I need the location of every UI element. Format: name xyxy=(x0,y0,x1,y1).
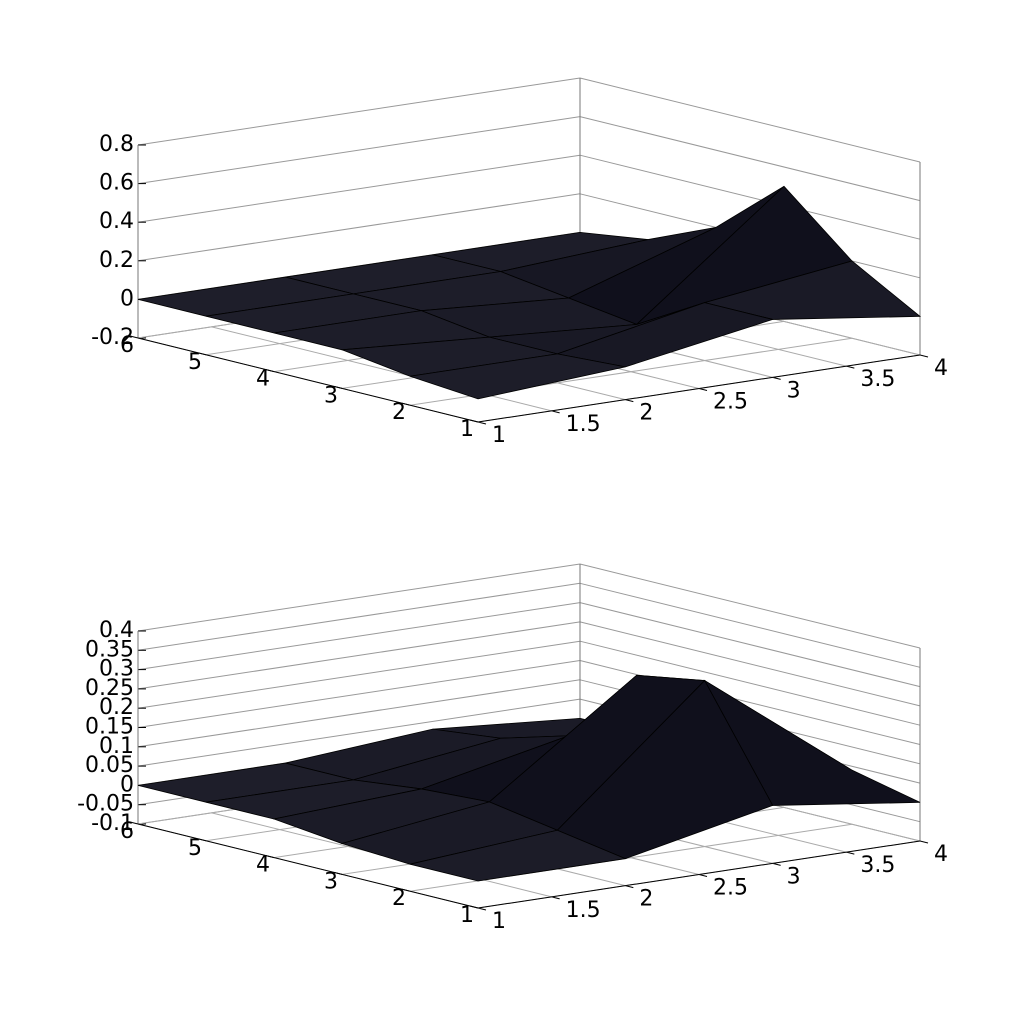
tick-mark xyxy=(698,874,708,877)
grid-line xyxy=(137,582,581,651)
z-tick-label: 0.2 xyxy=(99,695,134,720)
y-tick-label: 5 xyxy=(188,350,202,375)
x-tick-label: 2.5 xyxy=(713,390,748,415)
grid-line xyxy=(137,77,581,146)
grid-line xyxy=(579,582,921,668)
grid-line xyxy=(137,660,581,728)
tick-mark xyxy=(129,821,139,825)
y-tick-label: 2 xyxy=(392,400,406,425)
grid-line xyxy=(579,640,921,726)
x-tick-label: 1 xyxy=(492,423,506,448)
surface-patch xyxy=(409,829,627,882)
surface-patch xyxy=(409,353,626,400)
z-tick-label: 0.4 xyxy=(99,209,134,234)
grid-line xyxy=(579,621,921,707)
z-tick-label: 0.1 xyxy=(99,734,134,759)
grid-line xyxy=(137,116,581,185)
x-tick-label: 1 xyxy=(492,909,506,934)
grid-line xyxy=(579,77,921,163)
x-tick-label: 2.5 xyxy=(713,876,748,901)
y-tick-label: 3 xyxy=(324,383,338,408)
y-tick-label: 4 xyxy=(256,853,270,878)
tick-mark xyxy=(772,376,781,380)
z-tick-label: 0 xyxy=(120,286,134,311)
z-tick-label: 0.2 xyxy=(99,248,134,273)
grid-line xyxy=(137,679,581,748)
z-tick-label: -0.2 xyxy=(91,325,134,350)
grid-line xyxy=(579,602,921,688)
axis-line xyxy=(137,823,479,909)
grid-line xyxy=(579,660,921,745)
grid-line xyxy=(137,698,581,767)
axis-line xyxy=(477,354,921,423)
y-tick-label: 4 xyxy=(256,367,270,392)
x-tick-label: 4 xyxy=(934,356,948,381)
grid-line xyxy=(137,154,581,223)
z-tick-label: 0.15 xyxy=(85,715,134,740)
x-tick-label: 3 xyxy=(787,864,801,889)
y-tick-label: 5 xyxy=(188,836,202,861)
y-tick-label: 2 xyxy=(392,886,406,911)
grid-line xyxy=(579,154,921,240)
tick-mark xyxy=(772,862,781,866)
tick-mark xyxy=(551,896,560,900)
grid-line xyxy=(579,116,921,202)
tick-mark xyxy=(477,421,487,425)
z-tick-label: 0.05 xyxy=(85,753,134,778)
grid-line xyxy=(137,193,581,262)
x-tick-label: 3 xyxy=(787,378,801,403)
y-tick-label: 6 xyxy=(120,819,134,844)
z-tick-label: -0.1 xyxy=(91,811,134,836)
tick-mark xyxy=(698,388,708,391)
grid-line xyxy=(211,326,552,412)
y-tick-label: 1 xyxy=(460,417,474,442)
grid-line xyxy=(579,563,921,649)
x-tick-label: 4 xyxy=(934,842,948,867)
y-tick-label: 3 xyxy=(324,869,338,894)
z-tick-label: -0.05 xyxy=(77,792,134,817)
tick-mark xyxy=(919,840,929,844)
tick-mark xyxy=(846,365,855,369)
tick-mark xyxy=(129,335,139,339)
x-tick-label: 3.5 xyxy=(860,853,895,878)
z-tick-label: 0.8 xyxy=(99,132,134,157)
axis-line xyxy=(137,337,479,423)
tick-mark xyxy=(551,410,560,414)
x-tick-label: 1.5 xyxy=(566,412,601,437)
z-tick-label: 0 xyxy=(120,772,134,797)
tick-mark xyxy=(625,885,634,889)
x-tick-label: 3.5 xyxy=(860,367,895,392)
grid-line xyxy=(137,621,581,690)
y-tick-label: 6 xyxy=(120,333,134,358)
grid-line xyxy=(137,640,581,709)
x-tick-label: 2 xyxy=(639,887,653,912)
tick-mark xyxy=(846,851,855,855)
z-tick-label: 0.3 xyxy=(99,657,134,682)
z-tick-label: 0.25 xyxy=(85,676,134,701)
x-tick-label: 1.5 xyxy=(566,898,601,923)
z-tick-label: 0.4 xyxy=(99,618,134,643)
grid-line xyxy=(137,563,581,632)
tick-mark xyxy=(625,399,634,403)
z-tick-label: 0.35 xyxy=(85,637,134,662)
z-tick-label: 0.6 xyxy=(99,171,134,196)
grid-line xyxy=(137,602,581,671)
y-tick-label: 1 xyxy=(460,903,474,928)
tick-mark xyxy=(919,354,929,358)
axis-line xyxy=(477,840,921,909)
x-tick-label: 2 xyxy=(639,401,653,426)
tick-mark xyxy=(477,907,487,911)
